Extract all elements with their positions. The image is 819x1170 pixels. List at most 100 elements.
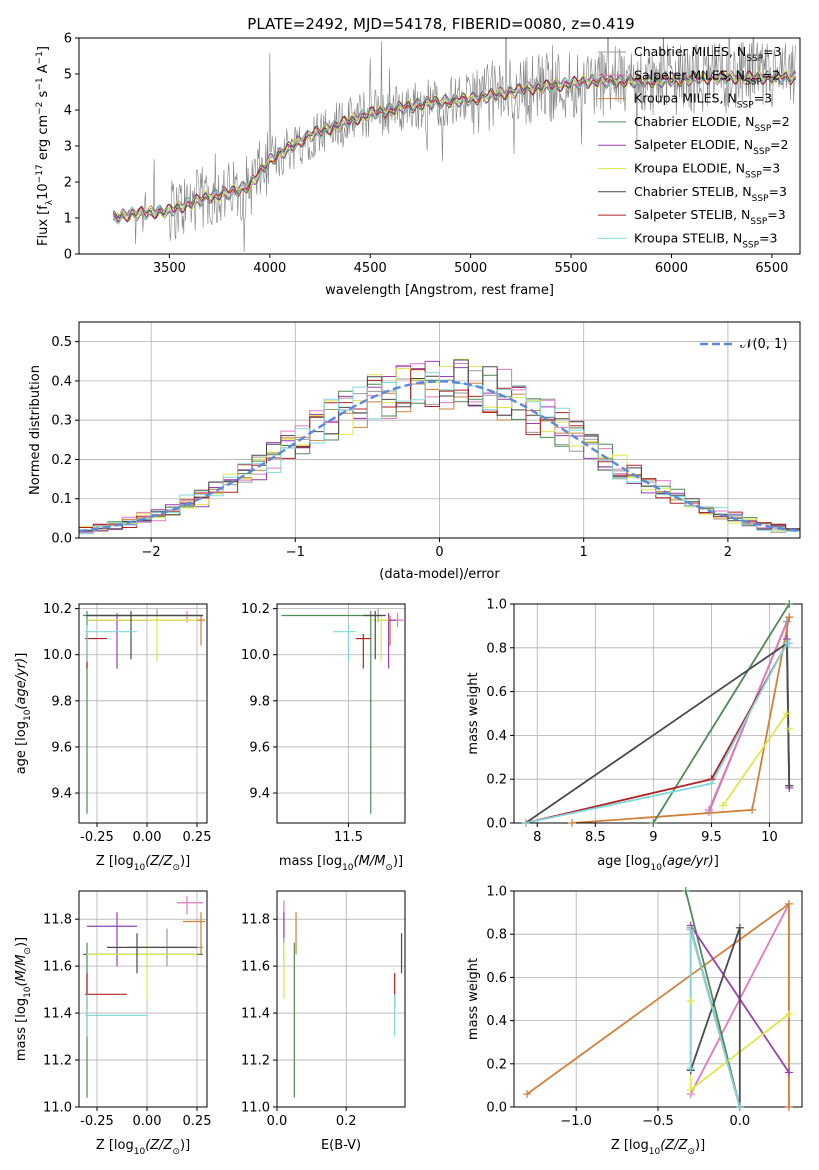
- y-tick-label: 11.2: [43, 1054, 72, 1069]
- weight-marker: [719, 801, 728, 810]
- panel-spectrum: 3500 4000 4500 5000 5500 6000 6500 0 1 2 3 4 5 6 Chabr…: [35, 32, 801, 298]
- y-tick-label: 0: [64, 248, 72, 263]
- panel-z-mass: -0.25 0.00 0.25 11.0 11.2 11.4 11.6 11.8 Z [log1…: [14, 890, 212, 1157]
- x-tick-label: −1: [286, 545, 305, 560]
- y-tick-label: 0.3: [51, 414, 72, 429]
- y-tick-label: 3: [64, 140, 72, 155]
- panel-z-age: -0.25 0.00 0.25 9.4 9.6 9.8 10.0 10.2 Z [log10(Z…: [14, 602, 211, 873]
- y-tick-label: 0.4: [51, 374, 72, 389]
- plot-area: [281, 608, 404, 814]
- y-tick-label: 0.2: [486, 773, 507, 788]
- x-tick-label: 5500: [555, 261, 588, 276]
- weight-marker: [785, 613, 794, 622]
- x-tick-label: 0.25: [183, 1114, 212, 1129]
- y-tick-label: 0.4: [486, 1014, 507, 1029]
- plot-area: [79, 358, 800, 535]
- y-tick-label: 9.8: [51, 694, 72, 709]
- weight-marker: [735, 1103, 744, 1111]
- y-tick-label: 0.0: [486, 1101, 507, 1116]
- x-tick-label: 5000: [454, 261, 487, 276]
- y-tick-label: 11.0: [241, 1101, 270, 1116]
- legend-label: Salpeter MILES, NSSP=2: [634, 67, 780, 87]
- y-tick-label: 0.4: [486, 729, 507, 744]
- panel-age-weight: 8 8.5 9 9.5 10 0.0 0.2 0.4 0.6 0.8 1.0 age [log10(a…: [466, 598, 803, 873]
- y-tick-label: 0.6: [486, 685, 507, 700]
- legend-label: Chabrier ELODIE, NSSP=2: [634, 114, 790, 134]
- y-tick-label: 5: [64, 68, 72, 83]
- y-tick-label: 11.6: [43, 960, 72, 975]
- weight-marker: [784, 1068, 793, 1077]
- weight-marker: [785, 600, 794, 608]
- weight-marker: [784, 1103, 793, 1111]
- x-axis-label: mass [log10(M/M⊙)]: [279, 854, 403, 873]
- y-axis-label: mass weight: [466, 958, 481, 1040]
- y-tick-label: 0.6: [486, 971, 507, 986]
- x-tick-label: 4500: [354, 261, 387, 276]
- axes-frame: [78, 603, 208, 824]
- axes-frame: [276, 603, 406, 824]
- y-tick-label: 0.2: [51, 453, 72, 468]
- axes-frame: [276, 890, 406, 1108]
- x-tick-label: 1: [580, 545, 588, 560]
- y-tick-label: 9.8: [249, 694, 270, 709]
- weight-line: [652, 604, 790, 823]
- x-tick-label: 0.25: [183, 830, 212, 845]
- y-tick-label: 9.4: [51, 787, 72, 802]
- x-tick-label: -0.25: [80, 1114, 114, 1129]
- weight-marker: [785, 781, 794, 790]
- plot-area: [83, 608, 205, 814]
- plots: 3500 4000 4500 5000 5500 6000 6500 0 1 2 3 4 5 6 Chabr…: [14, 32, 803, 1157]
- y-tick-label: 9.4: [249, 787, 270, 802]
- y-tick-label: 0.0: [51, 532, 72, 547]
- y-tick-label: 10.0: [43, 648, 72, 663]
- legend: Chabrier MILES, NSSP=3 Salpeter MILES, NS…: [598, 44, 790, 250]
- y-tick-label: 11.8: [43, 913, 72, 928]
- series-model-line: [112, 70, 797, 225]
- x-tick-label: 0.2: [336, 1114, 357, 1129]
- x-axis-label: (data-model)/error: [379, 567, 500, 582]
- weight-marker: [686, 1085, 695, 1094]
- weight-marker: [784, 899, 793, 908]
- x-tick-label: 11.5: [334, 830, 363, 845]
- x-tick-label: 10: [761, 830, 778, 845]
- x-tick-label: 8: [533, 830, 541, 845]
- x-tick-label: 4000: [253, 261, 286, 276]
- weight-marker: [523, 1090, 532, 1099]
- y-tick-label: 11.0: [43, 1101, 72, 1116]
- y-tick-label: 10.2: [241, 602, 270, 617]
- y-tick-label: 2: [64, 176, 72, 191]
- y-tick-label: 1.0: [486, 885, 507, 900]
- y-tick-label: 6: [64, 32, 72, 47]
- x-tick-label: 0.0: [267, 1114, 288, 1129]
- y-tick-label: 10.0: [241, 648, 270, 663]
- y-tick-label: 0.8: [486, 928, 507, 943]
- weight-marker: [785, 724, 794, 733]
- x-tick-label: −2: [142, 545, 161, 560]
- axes-frame: [513, 603, 803, 824]
- x-tick-label: 2: [724, 545, 732, 560]
- y-tick-label: 1.0: [486, 598, 507, 613]
- weight-line: [525, 641, 791, 823]
- y-tick-label: 10.2: [43, 602, 72, 617]
- x-tick-label: 9: [649, 830, 657, 845]
- weight-marker: [735, 923, 744, 932]
- x-tick-label: 6000: [655, 261, 688, 276]
- y-axis-label: mass [log10(M/M⊙)]: [14, 937, 33, 1061]
- x-axis-label: Z [log10(Z/Z⊙)]: [96, 1138, 190, 1157]
- y-tick-label: 9.6: [249, 740, 270, 755]
- weight-marker: [784, 1010, 793, 1019]
- weight-marker: [521, 819, 530, 827]
- weight-line: [684, 891, 741, 1107]
- x-tick-label: 6500: [755, 261, 788, 276]
- x-tick-label: −1.0: [560, 1114, 592, 1129]
- legend-label: Salpeter STELIB, NSSP=3: [634, 207, 786, 227]
- legend-label: Chabrier MILES, NSSP=3: [634, 44, 782, 64]
- legend-label: Kroupa ELODIE, NSSP=3: [634, 161, 780, 181]
- weight-marker: [686, 925, 695, 934]
- weight-marker: [705, 805, 714, 814]
- y-tick-label: 1: [64, 212, 72, 227]
- legend-label: Kroupa STELIB, NSSP=3: [634, 230, 778, 250]
- y-tick-label: 4: [64, 104, 72, 119]
- y-tick-label: 11.8: [241, 913, 270, 928]
- x-axis-label: wavelength [Angstrom, rest frame]: [325, 283, 554, 298]
